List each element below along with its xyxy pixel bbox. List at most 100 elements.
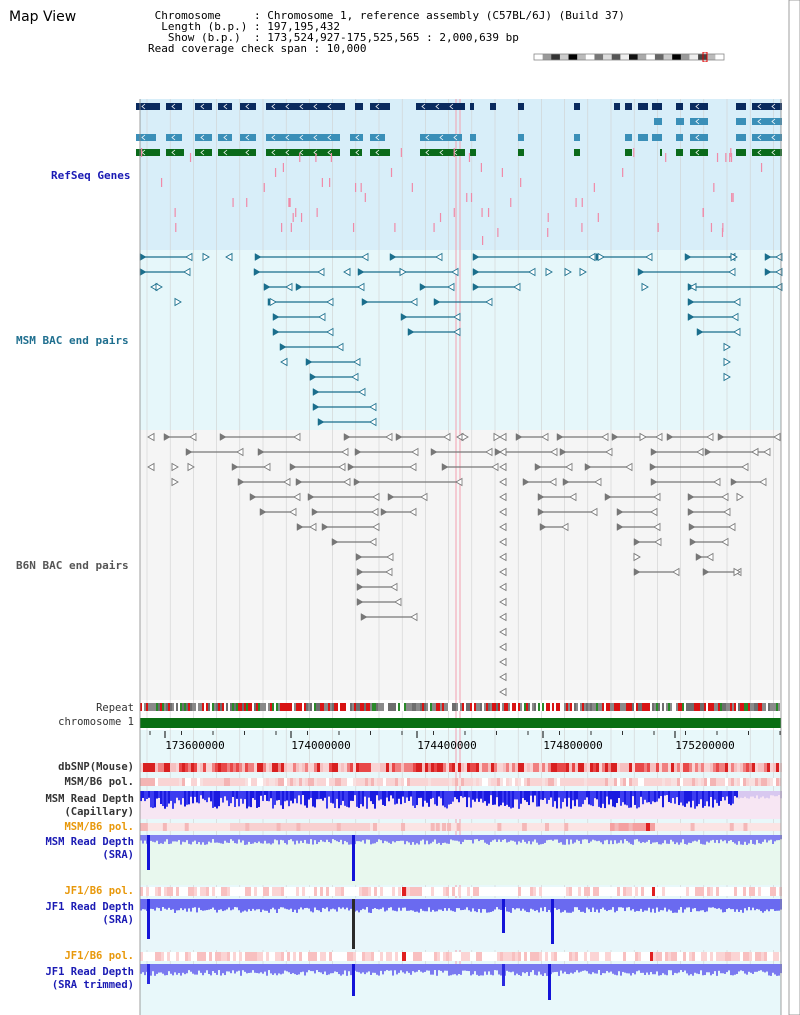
b6n-bac-end — [639, 432, 647, 442]
msm-sra-bar — [140, 835, 142, 841]
jf1-trim-bar — [364, 964, 366, 975]
msm-capillary-bar — [752, 791, 754, 797]
repeat-element — [430, 703, 432, 711]
dbsnp-heat-cell — [371, 763, 374, 772]
jf1-trim-bar — [668, 964, 670, 971]
jf1-trim-bar — [428, 964, 430, 971]
b6n-bac-pair-end — [741, 462, 749, 472]
b6n-bac-end — [147, 432, 155, 442]
jf1-trim-bar — [410, 964, 412, 975]
msm-capillary-bar — [342, 791, 344, 801]
b6n-bac-end — [499, 447, 507, 457]
msm-sra-bar — [534, 835, 536, 840]
b6n-bac-pair-end — [605, 447, 613, 457]
jf1-sra-bar — [622, 899, 624, 908]
msm-sra-bar — [362, 835, 364, 841]
msm-capillary-bar — [388, 791, 390, 802]
msm-sra-bar — [376, 835, 378, 842]
b6n-bac-pair-end — [385, 567, 393, 577]
msm-sra-bar — [324, 835, 326, 843]
repeat-element — [248, 703, 250, 711]
jf1-sra-bar — [634, 899, 636, 912]
msm-b6-pol-heat-cell — [404, 778, 407, 786]
dbsnp-heat-cell — [617, 763, 620, 772]
refseq-small-feature — [716, 153, 719, 162]
repeat-element — [308, 703, 310, 711]
chromosome-ideogram[interactable] — [530, 52, 728, 62]
msm-b6-pol-heat-cell — [725, 778, 728, 786]
jf1-sra-bar — [572, 899, 574, 912]
jf1-b6-pol2-heat-cell — [251, 952, 254, 961]
jf1-b6-pol1-heat-cell — [530, 887, 533, 896]
msm-sra-bar — [394, 835, 396, 843]
jf1-sra-bar — [458, 899, 460, 909]
repeat-element — [300, 703, 302, 711]
msm-sra-bar — [710, 835, 712, 841]
jf1-sra-bar — [226, 899, 228, 910]
msm-capillary-bar — [744, 791, 746, 797]
msm-capillary-bar — [346, 791, 348, 807]
jf1-sra-bar — [702, 899, 704, 911]
repeat-element — [726, 703, 728, 711]
jf1-trim-bar — [404, 964, 406, 974]
jf1-sra-bar — [744, 899, 746, 909]
msm-sra-bar — [348, 835, 350, 845]
b6n-bac-pair-end — [394, 597, 402, 607]
jf1-sra-bar — [430, 899, 432, 912]
jf1-trim-bar — [264, 964, 266, 972]
dbsnp-heat-cell — [563, 763, 566, 772]
jf1-sra-bar — [548, 899, 550, 910]
repeat-element — [692, 703, 694, 711]
b6n-bac-pair-end — [537, 508, 545, 516]
repeat-element — [562, 703, 564, 711]
jf1-b6-pol2-heat-cell — [386, 952, 389, 961]
b6n-bac-pair-end — [249, 493, 257, 501]
msm-capillary-bar — [750, 791, 752, 797]
track-label-refseq-genes[interactable]: RefSeq Genes — [51, 169, 131, 182]
jf1-b6-pol2-heat-cell — [311, 952, 314, 961]
msm-capillary-bar — [214, 791, 216, 807]
dbsnp-heat-cell — [446, 763, 449, 772]
b6n-bac-pair-end — [356, 568, 364, 576]
repeat-element — [482, 703, 484, 711]
jf1-b6-pol1-heat-cell — [476, 887, 479, 896]
ideogram-position-marker[interactable] — [702, 52, 708, 62]
jf1-trim-bar — [150, 964, 152, 976]
refseq-gene-row4-strand — [425, 149, 430, 156]
jf1-trim-bar — [534, 964, 536, 975]
repeat-element — [160, 703, 162, 711]
jf1-sra-bar — [248, 899, 250, 910]
refseq-gene-row2 — [690, 118, 708, 125]
jf1-trim-bar — [496, 964, 498, 971]
ideogram-band — [706, 54, 716, 60]
jf1-trim-bar — [288, 964, 290, 973]
msm-sra-bar — [544, 835, 546, 843]
jf1-b6-pol1-heat-cell — [338, 887, 341, 896]
jf1-sra-bar — [568, 899, 570, 913]
msm-sra-bar — [378, 835, 380, 840]
refseq-small-feature — [288, 198, 290, 207]
jf1-b6-pol2-heat-bg — [140, 952, 781, 961]
msm-sra-bar — [746, 835, 748, 845]
repeat-element — [210, 703, 212, 711]
msm-capillary-bar — [294, 791, 296, 799]
track-label-b6n-bac[interactable]: B6N BAC end pairs — [16, 559, 129, 572]
jf1-sra-bar — [150, 899, 152, 909]
jf1-trim-bar — [634, 964, 636, 975]
msm-b6-pol-heat-cell — [182, 778, 185, 786]
track-label-msm-bac[interactable]: MSM BAC end pairs — [16, 334, 129, 347]
msm-sra-bar — [186, 835, 188, 841]
jf1-trim-bar — [238, 964, 240, 971]
msm-sra-bar — [452, 835, 454, 841]
repeat-element — [648, 703, 650, 711]
b6n-bac-pair-end — [633, 568, 641, 576]
jf1-b6-pol2-heat-cell — [233, 952, 236, 961]
jf1-sra-bar — [720, 899, 722, 910]
msm-bac-end — [723, 372, 731, 382]
msm-bac-pair-end — [775, 282, 783, 292]
jf1-sra-bar — [356, 899, 358, 911]
jf1-trim-bar — [498, 964, 500, 975]
msm-b6-pol-heat-cell — [671, 778, 674, 786]
repeat-element — [570, 703, 572, 711]
